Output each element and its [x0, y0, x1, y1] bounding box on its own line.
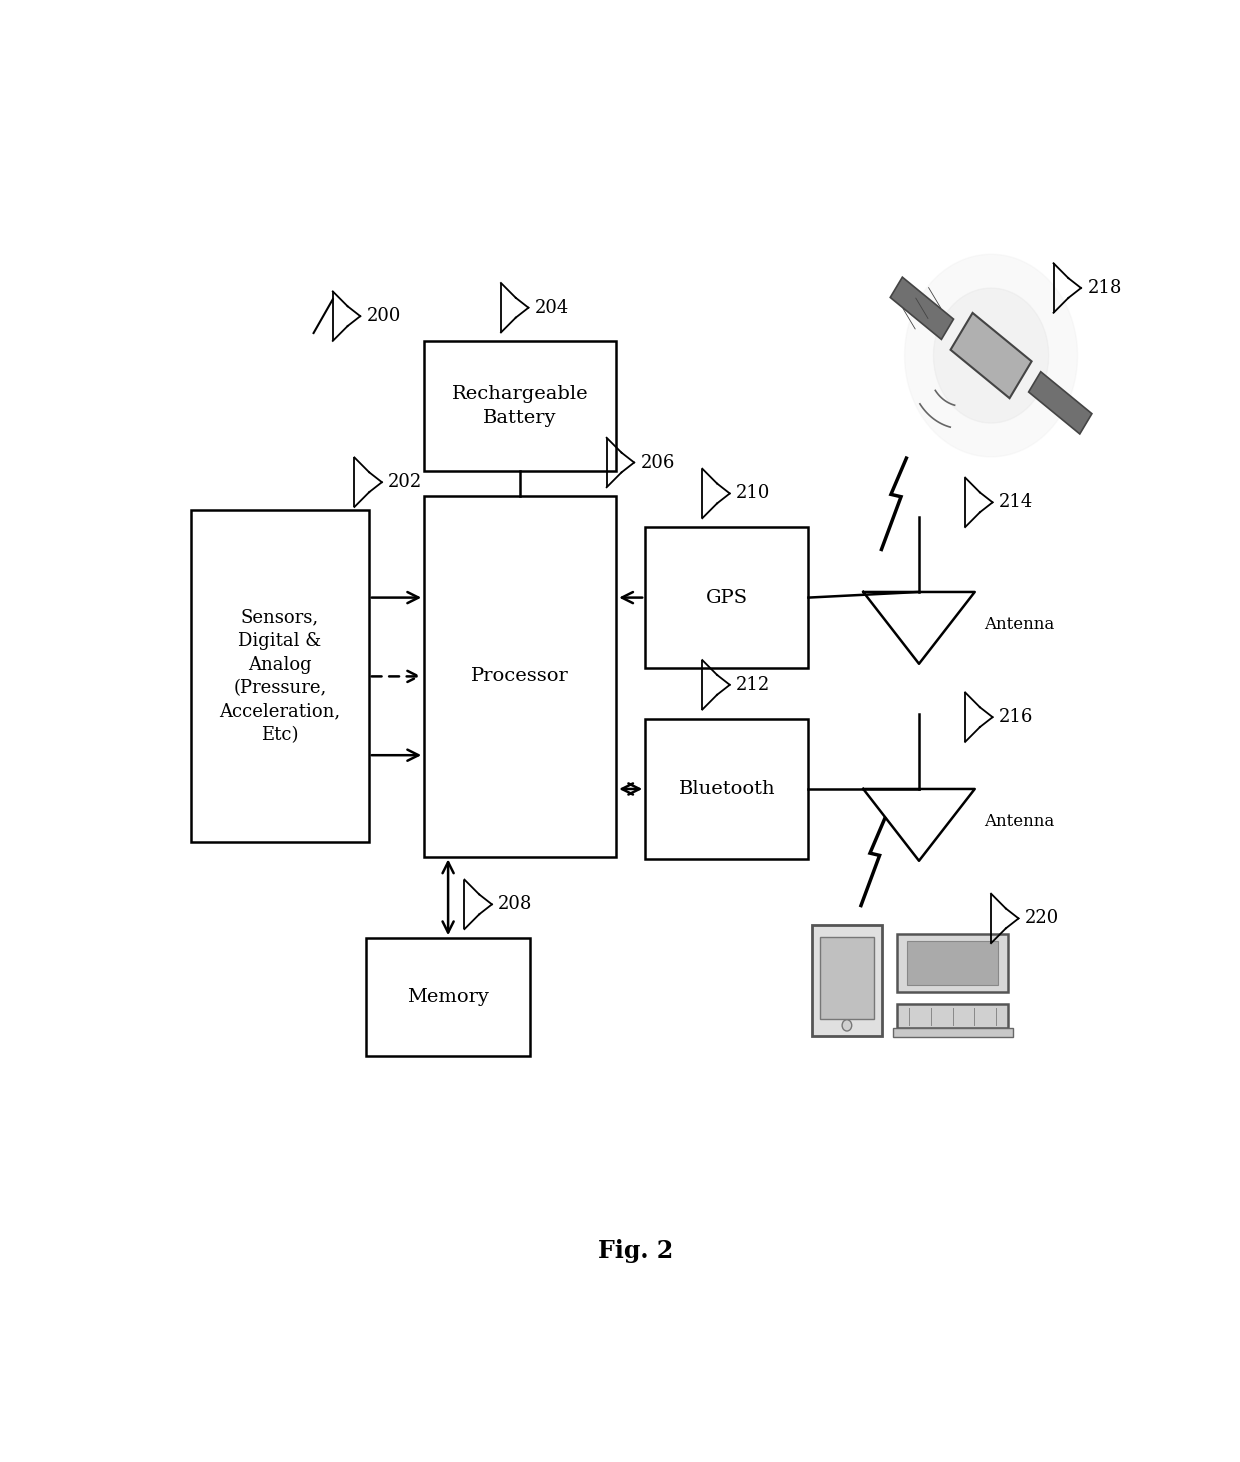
- Bar: [898, 1004, 1008, 1028]
- Text: Rechargeable
Battery: Rechargeable Battery: [451, 386, 589, 427]
- Bar: [367, 939, 529, 1057]
- Bar: [820, 937, 874, 1019]
- Bar: [890, 278, 954, 339]
- Bar: [906, 942, 998, 985]
- Circle shape: [842, 1020, 852, 1031]
- Text: 210: 210: [737, 484, 770, 503]
- Text: Antenna: Antenna: [985, 616, 1054, 633]
- Text: 206: 206: [641, 453, 675, 472]
- Text: Antenna: Antenna: [985, 813, 1054, 830]
- Polygon shape: [863, 789, 975, 861]
- Text: 208: 208: [498, 895, 533, 914]
- Text: Sensors,
Digital &
Analog
(Pressure,
Acceleration,
Etc): Sensors, Digital & Analog (Pressure, Acc…: [219, 608, 341, 744]
- Text: 220: 220: [1025, 909, 1059, 927]
- Text: Fig. 2: Fig. 2: [598, 1238, 673, 1263]
- Text: Bluetooth: Bluetooth: [678, 779, 775, 798]
- Bar: [424, 342, 616, 471]
- Bar: [898, 934, 1008, 991]
- Bar: [951, 313, 1032, 398]
- Text: Memory: Memory: [407, 988, 489, 1006]
- Text: 200: 200: [367, 307, 401, 325]
- Bar: [645, 528, 808, 668]
- Bar: [812, 925, 882, 1035]
- Polygon shape: [863, 592, 975, 664]
- Bar: [191, 510, 368, 842]
- Text: 218: 218: [1087, 279, 1122, 297]
- Text: 204: 204: [534, 298, 569, 317]
- Bar: [645, 719, 808, 860]
- Text: 216: 216: [999, 708, 1033, 727]
- Text: 214: 214: [999, 493, 1033, 512]
- Polygon shape: [905, 254, 1078, 456]
- Bar: [424, 496, 616, 857]
- Bar: [893, 1028, 1013, 1037]
- Text: 202: 202: [388, 474, 423, 491]
- Text: 212: 212: [737, 675, 770, 694]
- Text: Processor: Processor: [471, 667, 569, 686]
- Bar: [1029, 371, 1092, 434]
- Polygon shape: [934, 288, 1049, 423]
- Text: GPS: GPS: [706, 589, 748, 607]
